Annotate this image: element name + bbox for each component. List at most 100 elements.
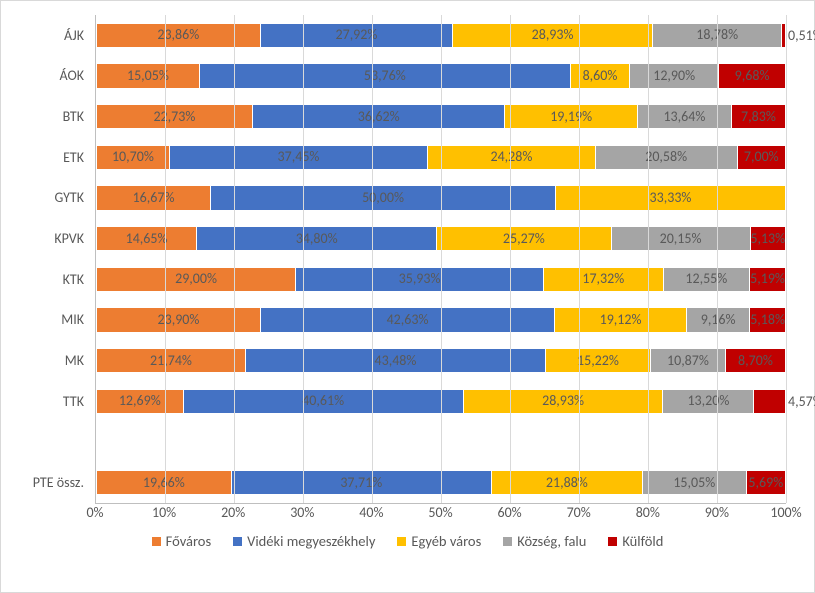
category-label: PTE össz. [33,470,92,495]
segment-videki: 36,62% [253,104,506,129]
segment-kulfold: 5,19% [750,267,786,292]
bar: 23,90%42,63%19,12%9,16%5,18% [96,307,786,332]
category-label [84,429,92,454]
segment-videki: 37,45% [170,145,428,170]
segment-label-overflow: 4,57% [788,393,815,410]
bar: 21,74% 43,48% 15,22% 10,87% 8,70% [96,348,786,373]
segment-label: 29,00% [175,272,217,286]
segment-egyeb: 25,27% [437,226,611,251]
segment-fovaros: 23,86% [96,23,261,48]
segment-videki: 37,71% [232,470,492,495]
legend-swatch [608,537,617,546]
legend-swatch [152,537,161,546]
segment-egyeb: 15,22% [546,348,651,373]
segment-label: 36,62% [358,110,400,124]
segment-kozseg: 10,87% [651,348,726,373]
segment-label: 7,00% [744,150,779,164]
segment-videki: 43,48% [246,348,546,373]
segment-kozseg: 20,15% [612,226,751,251]
segment-fovaros: 10,70% [96,145,170,170]
segment-egyeb: 17,32% [544,267,664,292]
segment-label: 10,87% [667,354,709,368]
x-axis: 0%10%20%30%40%50%60%70%80%90%100% [95,504,786,526]
segment-label: 16,67% [133,191,175,205]
segment-label: 5,19% [750,272,785,286]
x-tick: 90% [705,504,729,521]
row-aok: ÁOK15,05%53,76%8,60%12,90%9,68% [96,63,786,88]
segment-kulfold: 5,18% [750,307,786,332]
segment-label: 5,13% [750,232,785,246]
x-tick: 30% [290,504,314,521]
row-ttk: TTK12,69%40,61%28,93%13,20%4,57% [96,389,786,414]
segment-kulfold: 7,00% [738,145,786,170]
category-label: GYTK [54,185,92,210]
segment-label: 10,70% [112,150,154,164]
segment-fovaros: 29,00% [96,267,296,292]
segment-label: 19,19% [550,110,592,124]
x-tick: 10% [152,504,176,521]
segment-fovaros: 23,90% [96,307,261,332]
legend-swatch [503,537,512,546]
segment-label: 25,27% [503,232,545,246]
x-tick: 40% [359,504,383,521]
segment-label: 15,05% [127,69,169,83]
legend-item-egyeb: Egyéb város [397,532,481,550]
row-btk: BTK22,73%36,62%19,19%13,64%7,83% [96,104,786,129]
row-etk: ETK10,70%37,45%24,28%20,58%7,00% [96,145,786,170]
segment-label: 15,22% [577,354,619,368]
segment-label: 8,70% [738,354,773,368]
segment-label: 9,16% [701,313,736,327]
segment-videki: 35,93% [296,267,544,292]
bar: 16,67%50,00%33,33% [96,185,786,210]
segment-label: 13,64% [663,110,705,124]
segment-label: 27,92% [336,28,378,42]
segment-egyeb: 28,93% [464,389,664,414]
segment-egyeb: 19,19% [505,104,637,129]
segment-label: 14,65% [126,232,168,246]
row-pte: PTE össz.19,66%37,71%21,88%15,05%5,69% [96,470,786,495]
legend: FővárosVidéki megyeszékhelyEgyéb városKö… [29,532,786,550]
segment-kulfold: 5,13% [751,226,786,251]
category-label: MK [65,348,92,373]
legend-label: Főváros [166,532,211,550]
segment-kozseg: 13,20% [663,389,754,414]
segment-label: 13,20% [687,394,729,408]
row-mik: MIK23,90%42,63%19,12%9,16%5,18% [96,307,786,332]
segment-label: 17,32% [582,272,624,286]
x-tick: 20% [221,504,245,521]
segment-label: 20,58% [645,150,687,164]
segment-kozseg: 12,55% [664,267,751,292]
segment-label: 53,76% [364,69,406,83]
segment-label: 28,93% [542,394,584,408]
segment-fovaros: 15,05% [96,63,200,88]
chart-container: ÁJK23,86%27,92%28,93%18,78%0,51%ÁOK15,05… [0,0,815,593]
segment-kulfold: 9,68% [719,63,786,88]
segment-label: 5,18% [750,313,785,327]
segment-videki: 50,00% [211,185,556,210]
row-ktk: KTK29,00%35,93%17,32%12,55%5,19% [96,267,786,292]
segment-label: 8,60% [583,69,618,83]
segment-videki: 27,92% [261,23,454,48]
segment-label: 7,83% [741,110,776,124]
segment-kulfold: 7,83% [732,104,786,129]
row-gytk: GYTK16,67%50,00%33,33% [96,185,786,210]
category-label: TTK [63,389,92,414]
legend-swatch [233,537,242,546]
segment-fovaros: 22,73% [96,104,253,129]
category-label: ETK [63,145,92,170]
segment-kulfold: 8,70% [726,348,786,373]
segment-fovaros: 14,65% [96,226,197,251]
segment-kozseg: 13,64% [638,104,732,129]
bar: 14,65%34,80%25,27%20,15%5,13% [96,226,786,251]
bar: 12,69%40,61%28,93%13,20% [96,389,786,414]
row-mk: MK21,74%43,48%15,22%10,87%8,70% [96,348,786,373]
segment-label: 9,68% [735,69,770,83]
bar: 10,70%37,45%24,28%20,58%7,00% [96,145,786,170]
segment-label: 21,74% [150,354,192,368]
legend-swatch [397,537,406,546]
segment-egyeb: 8,60% [571,63,630,88]
segment-label: 15,05% [673,476,715,490]
segment-kozseg: 9,16% [687,307,750,332]
bar: 29,00% 35,93% 17,32% 12,55%5,19% [96,267,786,292]
segment-videki: 53,76% [200,63,571,88]
